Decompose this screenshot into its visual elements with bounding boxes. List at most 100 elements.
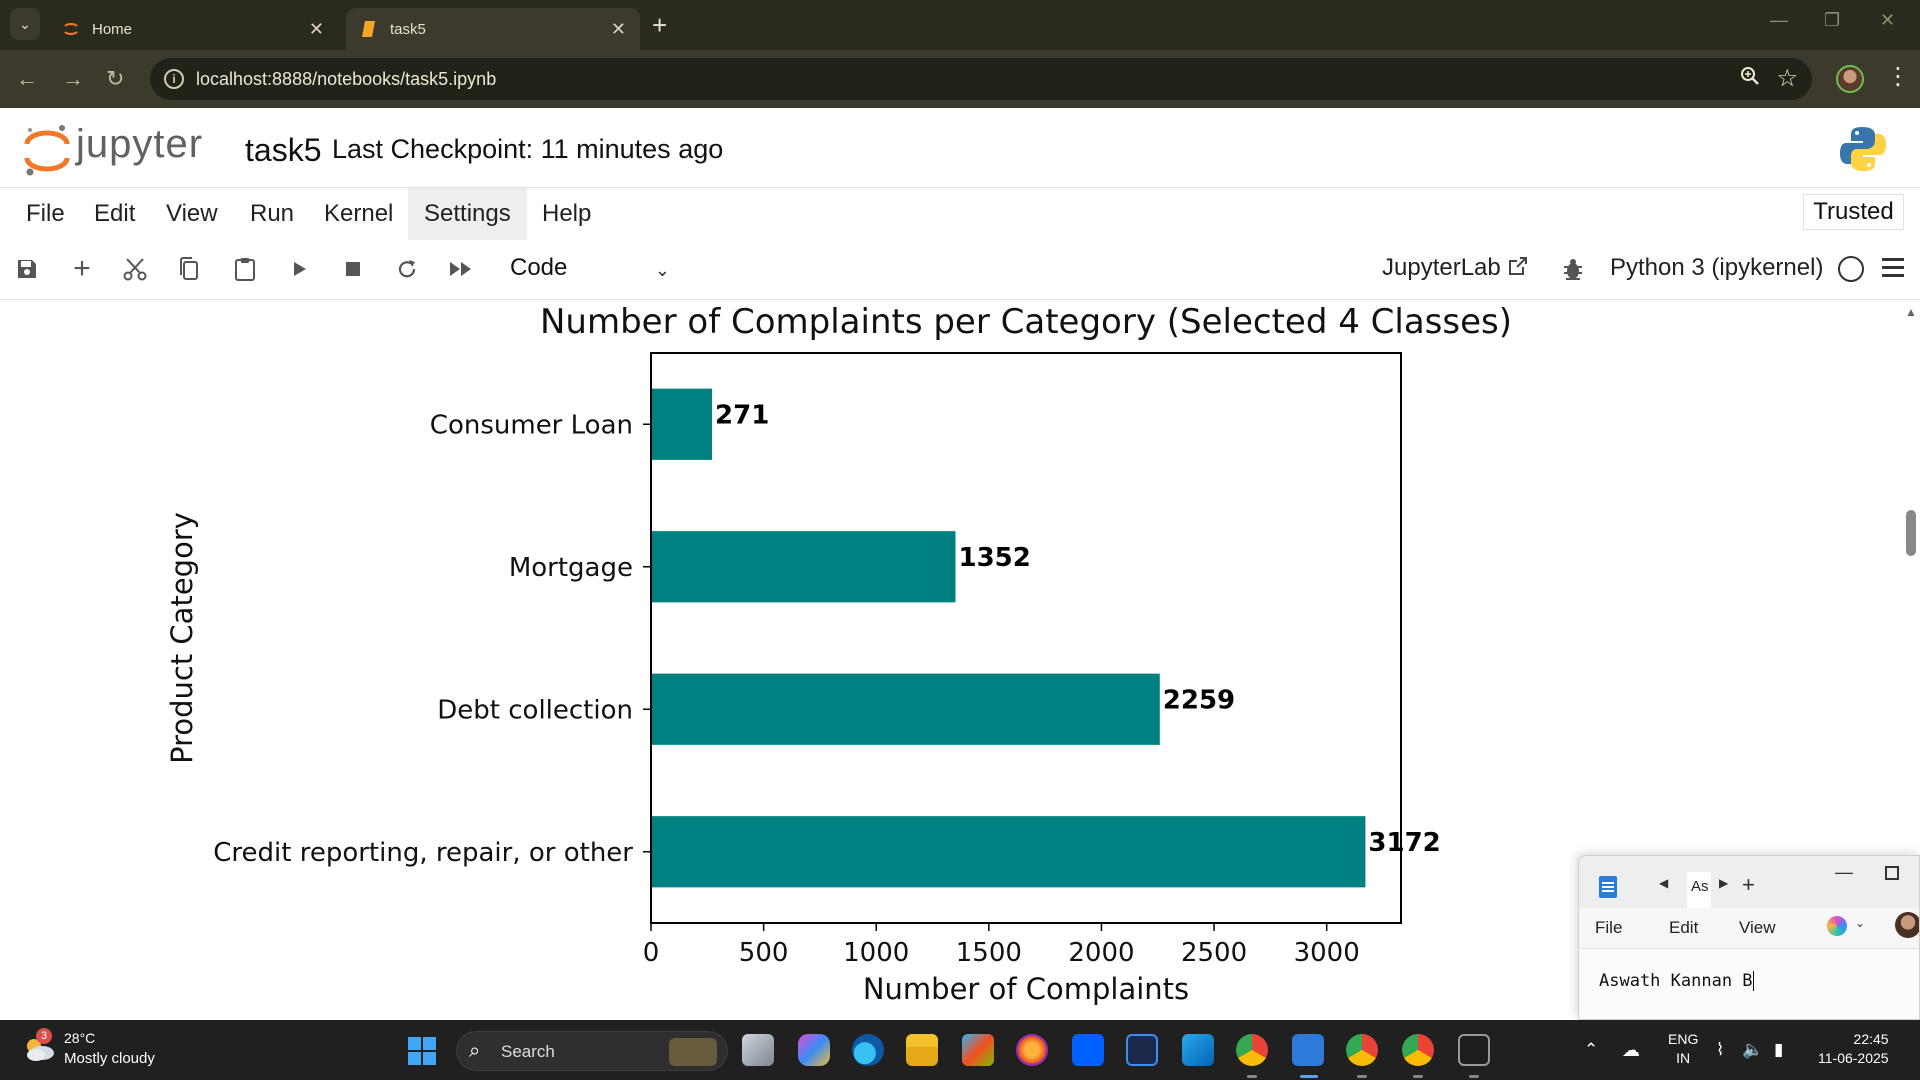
menu-view[interactable]: View [166,200,218,227]
windows-start-icon[interactable] [408,1037,436,1065]
copilot-app-icon[interactable] [798,1034,830,1066]
firefox-icon[interactable] [1016,1034,1048,1066]
menu-run[interactable]: Run [250,200,295,227]
close-icon[interactable]: ✕ [308,18,324,39]
forward-icon[interactable]: → [62,66,84,91]
run-icon[interactable] [282,252,316,286]
tab-scroll-left-icon[interactable]: ◀ [1659,876,1669,890]
close-icon[interactable]: ✕ [610,18,626,39]
bookmark-star-icon[interactable]: ☆ [1776,65,1798,92]
notepad-menu-view[interactable]: View [1739,918,1776,937]
url-text[interactable]: localhost:8888/notebooks/task5.ipynb [196,69,497,89]
fast-forward-icon[interactable] [444,252,478,286]
notepad-menu-file[interactable]: File [1595,918,1623,937]
jupyter-header: jupyter task5 Last Checkpoint: 11 minute… [0,108,1920,188]
store-icon[interactable] [962,1034,994,1066]
browser-tab-strip: ⌄ Home ✕ task5 ✕ + — ❐ ✕ [0,0,1920,50]
menu-edit[interactable]: Edit [94,200,136,227]
jupyter-logo-icon[interactable] [22,122,72,178]
onedrive-sync-icon[interactable]: ☁ [1622,1040,1640,1060]
minimize-icon[interactable]: — [1835,862,1853,882]
y-axis-label: Product Category [165,512,199,764]
tab-task5[interactable]: task5 ✕ [346,8,640,50]
clock-date: 11-06-2025 [1818,1050,1889,1066]
new-tab-button[interactable]: + [652,10,668,40]
volume-icon[interactable]: 🔈 [1742,1040,1764,1059]
language-indicator[interactable]: ENG IN [1668,1030,1698,1068]
battery-icon[interactable]: ▮ [1774,1040,1784,1059]
site-info-icon[interactable]: i [164,69,184,89]
notepad-titlebar[interactable]: ◀ As ▶ + — [1579,856,1919,908]
reload-icon[interactable]: ↻ [106,66,125,91]
zoom-icon[interactable] [1740,66,1760,92]
menu-settings[interactable]: Settings [408,188,527,240]
notebook-name[interactable]: task5 [245,132,322,168]
notepad-editor[interactable]: Aswath Kannan B [1579,948,1919,1019]
scroll-up-arrow-icon[interactable]: ▲ [1905,305,1917,319]
outlook-icon[interactable] [1182,1034,1214,1066]
security-shield-icon[interactable] [1126,1034,1158,1066]
jupyter-icon [62,20,80,38]
menu-file[interactable]: File [26,200,65,227]
copy-icon[interactable] [172,252,206,286]
weather-condition: Mostly cloudy [64,1050,155,1067]
y-tick-label: Debt collection [437,695,633,725]
hamburger-menu-icon[interactable] [1882,258,1904,282]
scrollbar-thumb[interactable] [1906,510,1916,556]
cell-type-select[interactable]: Code ⌄ [510,254,670,288]
add-cell-icon[interactable]: + [73,252,91,285]
jupyterlab-link-label: JupyterLab [1382,254,1501,281]
stop-icon[interactable] [336,252,370,286]
tab-search-button[interactable]: ⌄ [10,8,40,40]
weather-alert-badge: 3 [36,1028,52,1044]
running-indicator [1413,1075,1423,1078]
chrome-profile-icon[interactable] [1346,1034,1378,1066]
menu-help[interactable]: Help [542,200,592,227]
copilot-icon[interactable] [1827,916,1847,936]
notepad-menu-edit[interactable]: Edit [1669,918,1699,937]
external-link-icon [1507,254,1529,281]
x-tick-label: 2000 [1068,938,1134,968]
debugger-icon[interactable] [1556,252,1590,286]
notepad-app-icon[interactable] [1292,1034,1324,1066]
edge-icon[interactable] [852,1034,884,1066]
minimize-icon[interactable]: — [1770,10,1788,30]
notepad-window[interactable]: ◀ As ▶ + — File Edit View ⌄ Aswath Kanna… [1578,855,1920,1020]
chrome-profile-2-icon[interactable] [1402,1034,1434,1066]
profile-avatar[interactable] [1836,65,1864,93]
restore-icon[interactable]: ❐ [1824,10,1841,30]
task-view-icon[interactable] [742,1034,774,1066]
maximize-icon[interactable] [1885,866,1899,880]
taskbar-search[interactable]: ⌕ Search [456,1031,728,1071]
jupyterlab-link[interactable]: JupyterLab [1382,254,1529,282]
chevron-down-icon[interactable]: ⌄ [1855,916,1866,930]
avatar[interactable] [1895,912,1919,938]
notebook-scrollbar[interactable] [1902,301,1920,1020]
notepad-tab[interactable]: As [1687,872,1711,908]
wifi-icon[interactable]: ⌇ [1716,1040,1725,1059]
file-explorer-icon[interactable] [906,1034,938,1066]
save-icon[interactable] [10,252,44,286]
notepad-text[interactable]: Aswath Kannan B [1599,971,1754,991]
terminal-icon[interactable] [1458,1034,1490,1066]
system-clock[interactable]: 22:45 11-06-2025 [1818,1030,1889,1068]
tab-scroll-right-icon[interactable]: ▶ [1719,876,1729,890]
back-icon[interactable]: ← [16,66,38,91]
kernel-name[interactable]: Python 3 (ipykernel) [1610,254,1824,281]
chevron-down-icon: ⌄ [19,15,31,32]
dropbox-icon[interactable] [1072,1034,1104,1066]
trusted-indicator[interactable]: Trusted [1803,194,1904,230]
paste-icon[interactable] [228,252,262,286]
restart-icon[interactable] [390,252,424,286]
tray-overflow-icon[interactable]: ⌃ [1584,1040,1599,1059]
weather-temperature: 28°C [64,1030,96,1046]
cut-icon[interactable] [118,252,152,286]
address-bar[interactable]: i localhost:8888/notebooks/task5.ipynb ☆ [150,58,1812,100]
close-window-icon[interactable]: ✕ [1880,10,1896,30]
chrome-icon[interactable] [1236,1034,1268,1066]
tab-home[interactable]: Home ✕ [48,8,338,50]
more-menu-icon[interactable]: ⋮ [1886,63,1910,90]
menu-kernel[interactable]: Kernel [324,200,394,227]
complaints-bar-chart: Number of Complaints per Category (Selec… [165,302,1512,1006]
new-tab-icon[interactable]: + [1742,872,1755,897]
